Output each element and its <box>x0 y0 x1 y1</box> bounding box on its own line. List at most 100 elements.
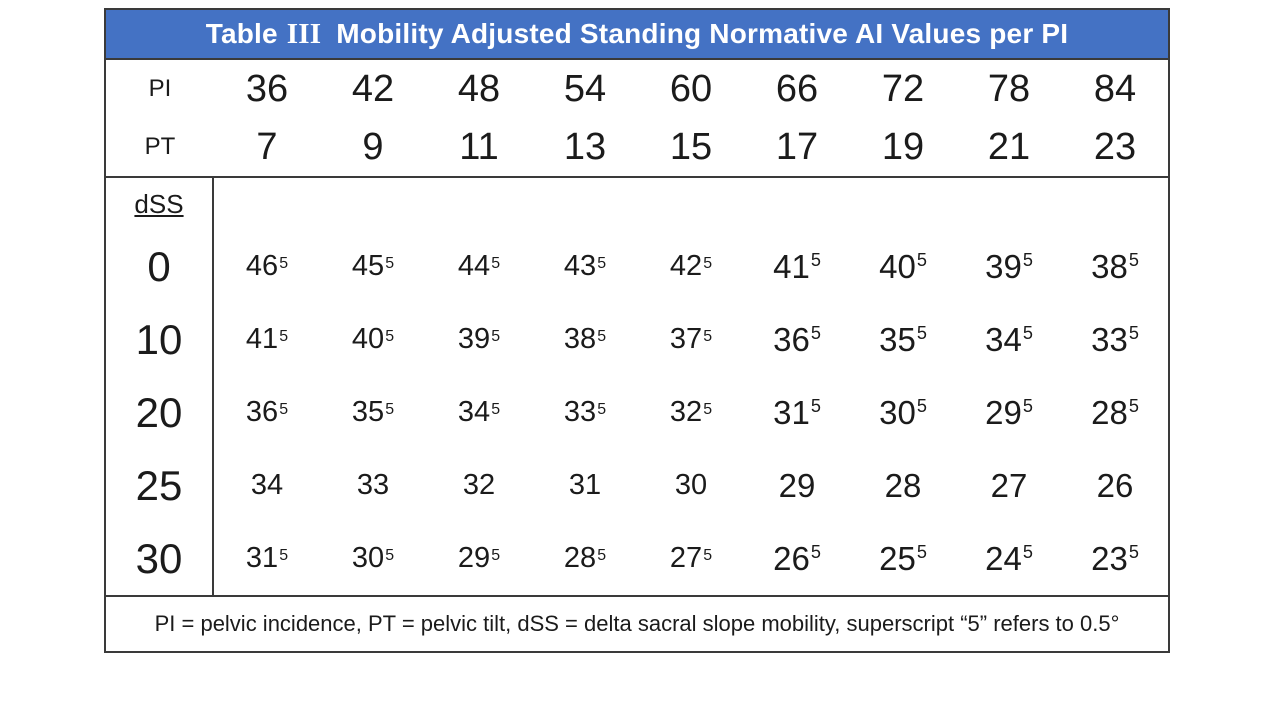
ai-value: 45 <box>351 250 385 282</box>
pt-value: 9 <box>362 125 384 168</box>
dss-row-0: 0 465 455 445 435 425 415 405 395 385 <box>106 230 1168 303</box>
pi-value: 42 <box>351 67 395 110</box>
pt-row-label: PT <box>144 133 176 160</box>
ai-value: 25 <box>879 539 916 577</box>
ai-value: 24 <box>985 539 1022 577</box>
dss-row-label: 25 <box>135 461 183 509</box>
dss-row-25: 25 34 33 32 31 30 29 28 27 26 <box>106 449 1168 522</box>
ai-value: 37 <box>669 323 703 355</box>
pi-value: 60 <box>669 67 713 110</box>
ai-value-superscript: 5 <box>1128 396 1139 417</box>
pt-value: 11 <box>459 125 499 168</box>
ai-value: 30 <box>674 469 708 501</box>
ai-value-superscript: 5 <box>1022 323 1033 344</box>
ai-value: 29 <box>778 466 816 504</box>
ai-value-superscript: 5 <box>491 400 501 418</box>
ai-value: 35 <box>879 320 916 358</box>
ai-value-superscript: 5 <box>1128 542 1139 563</box>
dss-row-20: 20 365 355 345 335 325 315 305 295 285 <box>106 376 1168 449</box>
ai-value-cell: 445 <box>426 250 532 283</box>
ai-value-cell: 255 <box>850 540 956 578</box>
ai-value: 39 <box>985 247 1022 285</box>
ai-value-cell: 395 <box>956 248 1062 286</box>
ai-value: 31 <box>568 469 602 501</box>
ai-value: 34 <box>250 469 284 501</box>
pi-row-label: PI <box>148 75 172 102</box>
dss-row-label-cell: 20 <box>106 376 214 449</box>
ai-value-cell: 345 <box>426 396 532 429</box>
ai-value-superscript: 5 <box>703 327 713 345</box>
ai-value-cell: 355 <box>320 396 426 429</box>
ai-value-superscript: 5 <box>1128 323 1139 344</box>
ai-value: 33 <box>563 396 597 428</box>
ai-value-cell: 385 <box>532 323 638 356</box>
ai-value-cell: 345 <box>956 321 1062 359</box>
ai-value: 44 <box>457 250 491 282</box>
ai-value-cell: 315 <box>214 542 320 575</box>
dss-row-label: 10 <box>135 315 183 363</box>
ai-value-cell: 245 <box>956 540 1062 578</box>
ai-value: 30 <box>351 542 385 574</box>
ai-value-superscript: 5 <box>385 254 395 272</box>
ai-value: 39 <box>457 323 491 355</box>
ai-value-cell: 455 <box>320 250 426 283</box>
ai-value: 40 <box>351 323 385 355</box>
ai-value-cell: 325 <box>638 396 744 429</box>
ai-value: 32 <box>462 469 496 501</box>
ai-value-cell: 295 <box>956 394 1062 432</box>
ai-value-cell: 385 <box>1062 248 1168 286</box>
pi-value: 66 <box>775 67 819 110</box>
ai-value-superscript: 5 <box>1022 542 1033 563</box>
dss-row-label: 20 <box>135 388 183 436</box>
pi-value: 84 <box>1093 67 1137 110</box>
ai-value-cell: 365 <box>744 321 850 359</box>
ai-value-cell: 405 <box>320 323 426 356</box>
ai-value: 34 <box>985 320 1022 358</box>
ai-value-cell: 30 <box>638 469 744 502</box>
footnote-text: PI = pelvic incidence, PT = pelvic tilt,… <box>154 611 1120 636</box>
dss-row-label-cell: 10 <box>106 303 214 376</box>
ai-value-superscript: 5 <box>810 542 821 563</box>
pi-pt-header-section: PI 36 42 48 54 60 66 72 78 84 PT 7 9 11 13 15 17 19 21 23 <box>106 60 1168 176</box>
dss-row-30: 30 315 305 295 285 275 265 255 245 235 <box>106 522 1168 595</box>
ai-value-superscript: 5 <box>703 546 713 564</box>
dss-label-cell: dSS <box>106 178 214 230</box>
ai-value-cell: 235 <box>1062 540 1168 578</box>
pt-value: 15 <box>669 125 713 168</box>
pt-value: 19 <box>881 125 925 168</box>
footnote-bar: PI = pelvic incidence, PT = pelvic tilt,… <box>106 595 1168 651</box>
ai-value: 35 <box>351 396 385 428</box>
ai-value: 36 <box>773 320 810 358</box>
pt-value: 13 <box>563 125 607 168</box>
ai-value: 31 <box>773 393 810 431</box>
ai-value-cell: 275 <box>638 542 744 575</box>
ai-value: 31 <box>245 542 279 574</box>
dss-row-label: 0 <box>147 242 171 290</box>
pi-value: 48 <box>457 67 501 110</box>
ai-value: 27 <box>669 542 703 574</box>
ai-value: 23 <box>1091 539 1128 577</box>
ai-value-superscript: 5 <box>703 254 713 272</box>
ai-value-cell: 435 <box>532 250 638 283</box>
ai-value: 28 <box>1091 393 1128 431</box>
ai-value-cell: 405 <box>850 248 956 286</box>
ai-value-cell: 425 <box>638 250 744 283</box>
pt-value: 7 <box>256 125 278 168</box>
ai-value-cell: 29 <box>744 467 850 505</box>
ai-value-cell: 415 <box>744 248 850 286</box>
ai-value-cell: 365 <box>214 396 320 429</box>
ai-value-cell: 465 <box>214 250 320 283</box>
ai-value-cell: 335 <box>1062 321 1168 359</box>
pt-value: 17 <box>775 125 819 168</box>
ai-value-superscript: 5 <box>385 327 395 345</box>
ai-value: 32 <box>669 396 703 428</box>
pt-value: 23 <box>1093 125 1137 168</box>
header-row-pt: PT 7 9 11 13 15 17 19 21 23 <box>106 118 1168 176</box>
ai-value-superscript: 5 <box>1022 250 1033 271</box>
ai-value-cell: 31 <box>532 469 638 502</box>
ai-value-cell: 285 <box>1062 394 1168 432</box>
ai-value-cell: 32 <box>426 469 532 502</box>
ai-value: 41 <box>245 323 279 355</box>
ai-value-superscript: 5 <box>491 546 501 564</box>
table-numeral: III <box>286 17 322 50</box>
